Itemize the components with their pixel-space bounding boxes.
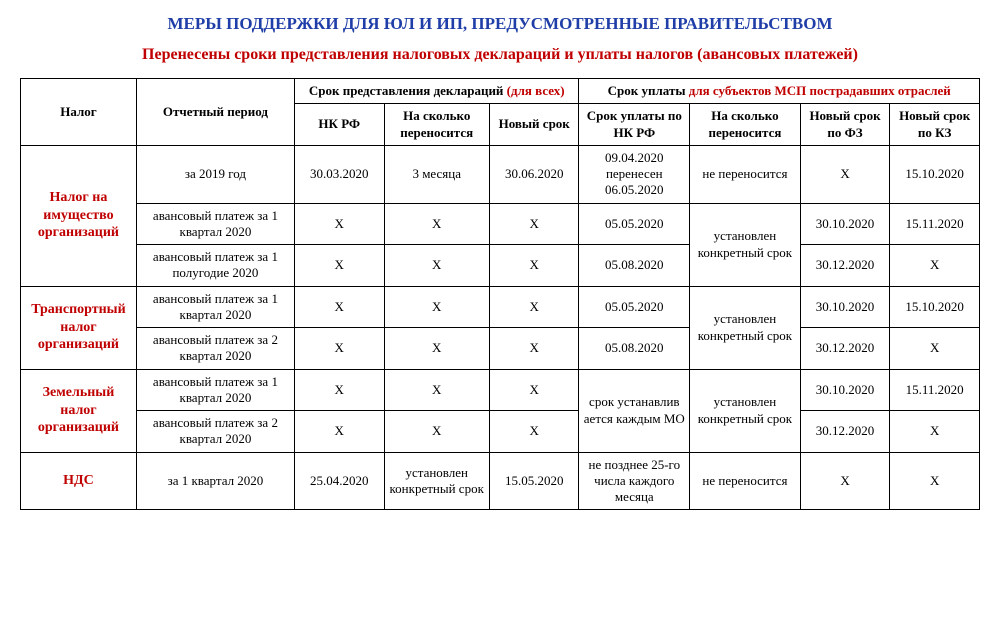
hdr-tax: Налог bbox=[21, 79, 137, 146]
pay-fz-cell: 30.10.2020 bbox=[800, 369, 890, 411]
pay-fz-cell: 30.12.2020 bbox=[800, 245, 890, 287]
tax-name-cell: Земельный налог организаций bbox=[21, 369, 137, 452]
hdr-pay-shift: На сколько переносится bbox=[690, 104, 801, 146]
tax-name-cell: Налог на имущество организаций bbox=[21, 145, 137, 286]
pay-fz-cell: Х bbox=[800, 452, 890, 510]
newdate-cell: 30.06.2020 bbox=[489, 145, 579, 203]
pay-nk-cell: 05.08.2020 bbox=[579, 328, 690, 370]
nk-cell: Х bbox=[294, 245, 384, 287]
shift-cell: Х bbox=[384, 411, 489, 453]
pay-kz-cell: Х bbox=[890, 411, 980, 453]
tax-table: Налог Отчетный период Срок представления… bbox=[20, 78, 980, 510]
nk-cell: Х bbox=[294, 369, 384, 411]
hdr-nk: НК РФ bbox=[294, 104, 384, 146]
pay-nk-cell: не позднее 25-го числа каждого месяца bbox=[579, 452, 690, 510]
nk-cell: 25.04.2020 bbox=[294, 452, 384, 510]
newdate-cell: Х bbox=[489, 328, 579, 370]
newdate-cell: Х bbox=[489, 286, 579, 328]
table-body: Налог на имущество организацийза 2019 го… bbox=[21, 145, 980, 510]
period-cell: авансовый платеж за 2 квартал 2020 bbox=[136, 328, 294, 370]
pay-nk-cell: 09.04.2020 перенесен 06.05.2020 bbox=[579, 145, 690, 203]
table-row: авансовый платеж за 1 квартал 2020ХХХ05.… bbox=[21, 203, 980, 245]
table-row: авансовый платеж за 2 квартал 2020ХХХ05.… bbox=[21, 328, 980, 370]
shift-cell: Х bbox=[384, 203, 489, 245]
nk-cell: Х bbox=[294, 328, 384, 370]
pay-shift-cell: установлен конкретный срок bbox=[690, 286, 801, 369]
hdr-shift: На сколько переносится bbox=[384, 104, 489, 146]
period-cell: за 2019 год bbox=[136, 145, 294, 203]
hdr-period: Отчетный период bbox=[136, 79, 294, 146]
pay-nk-cell: срок устанавлив ается каждым МО bbox=[579, 369, 690, 452]
pay-fz-cell: 30.10.2020 bbox=[800, 203, 890, 245]
period-cell: авансовый платеж за 1 квартал 2020 bbox=[136, 203, 294, 245]
pay-kz-cell: 15.11.2020 bbox=[890, 203, 980, 245]
hdr-decl-a: Срок представления деклараций bbox=[309, 83, 507, 98]
pay-kz-cell: 15.10.2020 bbox=[890, 286, 980, 328]
shift-cell: Х bbox=[384, 286, 489, 328]
table-row: Транспортный налог организацийавансовый … bbox=[21, 286, 980, 328]
table-row: авансовый платеж за 1 полугодие 2020ХХХ0… bbox=[21, 245, 980, 287]
nk-cell: Х bbox=[294, 411, 384, 453]
hdr-decl-b: (для всех) bbox=[507, 83, 565, 98]
newdate-cell: Х bbox=[489, 203, 579, 245]
period-cell: авансовый платеж за 1 полугодие 2020 bbox=[136, 245, 294, 287]
newdate-cell: Х bbox=[489, 369, 579, 411]
period-cell: авансовый платеж за 2 квартал 2020 bbox=[136, 411, 294, 453]
shift-cell: Х bbox=[384, 328, 489, 370]
hdr-newdate: Новый срок bbox=[489, 104, 579, 146]
pay-fz-cell: 30.12.2020 bbox=[800, 328, 890, 370]
table-row: Налог на имущество организацийза 2019 го… bbox=[21, 145, 980, 203]
newdate-cell: Х bbox=[489, 411, 579, 453]
pay-fz-cell: Х bbox=[800, 145, 890, 203]
tax-name-cell: НДС bbox=[21, 452, 137, 510]
nk-cell: 30.03.2020 bbox=[294, 145, 384, 203]
pay-fz-cell: 30.12.2020 bbox=[800, 411, 890, 453]
subtitle: Перенесены сроки представления налоговых… bbox=[20, 46, 980, 64]
pay-shift-cell: установлен конкретный срок bbox=[690, 203, 801, 286]
hdr-pay-group: Срок уплаты для субъектов МСП пострадавш… bbox=[579, 79, 980, 104]
pay-kz-cell: 15.11.2020 bbox=[890, 369, 980, 411]
hdr-pay-kz: Новый срок по КЗ bbox=[890, 104, 980, 146]
hdr-pay-b: для субъектов МСП пострадавших отраслей bbox=[689, 83, 951, 98]
shift-cell: Х bbox=[384, 245, 489, 287]
hdr-pay-nk: Срок уплаты по НК РФ bbox=[579, 104, 690, 146]
hdr-pay-fz: Новый срок по ФЗ bbox=[800, 104, 890, 146]
period-cell: за 1 квартал 2020 bbox=[136, 452, 294, 510]
hdr-pay-a: Срок уплаты bbox=[608, 83, 689, 98]
table-row: авансовый платеж за 2 квартал 2020ХХХ30.… bbox=[21, 411, 980, 453]
table-row: Земельный налог организацийавансовый пла… bbox=[21, 369, 980, 411]
pay-kz-cell: Х bbox=[890, 328, 980, 370]
newdate-cell: 15.05.2020 bbox=[489, 452, 579, 510]
nk-cell: Х bbox=[294, 203, 384, 245]
table-row: НДСза 1 квартал 202025.04.2020установлен… bbox=[21, 452, 980, 510]
pay-nk-cell: 05.08.2020 bbox=[579, 245, 690, 287]
pay-fz-cell: 30.10.2020 bbox=[800, 286, 890, 328]
pay-kz-cell: Х bbox=[890, 452, 980, 510]
nk-cell: Х bbox=[294, 286, 384, 328]
table-header: Налог Отчетный период Срок представления… bbox=[21, 79, 980, 146]
hdr-decl-group: Срок представления деклараций (для всех) bbox=[294, 79, 579, 104]
pay-shift-cell: не переносится bbox=[690, 145, 801, 203]
newdate-cell: Х bbox=[489, 245, 579, 287]
pay-kz-cell: Х bbox=[890, 245, 980, 287]
tax-name-cell: Транспортный налог организаций bbox=[21, 286, 137, 369]
pay-kz-cell: 15.10.2020 bbox=[890, 145, 980, 203]
shift-cell: Х bbox=[384, 369, 489, 411]
shift-cell: 3 месяца bbox=[384, 145, 489, 203]
pay-shift-cell: не переносится bbox=[690, 452, 801, 510]
pay-nk-cell: 05.05.2020 bbox=[579, 203, 690, 245]
main-title: МЕРЫ ПОДДЕРЖКИ ДЛЯ ЮЛ И ИП, ПРЕДУСМОТРЕН… bbox=[20, 14, 980, 34]
period-cell: авансовый платеж за 1 квартал 2020 bbox=[136, 369, 294, 411]
pay-shift-cell: установлен конкретный срок bbox=[690, 369, 801, 452]
pay-nk-cell: 05.05.2020 bbox=[579, 286, 690, 328]
shift-cell: установлен конкретный срок bbox=[384, 452, 489, 510]
period-cell: авансовый платеж за 1 квартал 2020 bbox=[136, 286, 294, 328]
